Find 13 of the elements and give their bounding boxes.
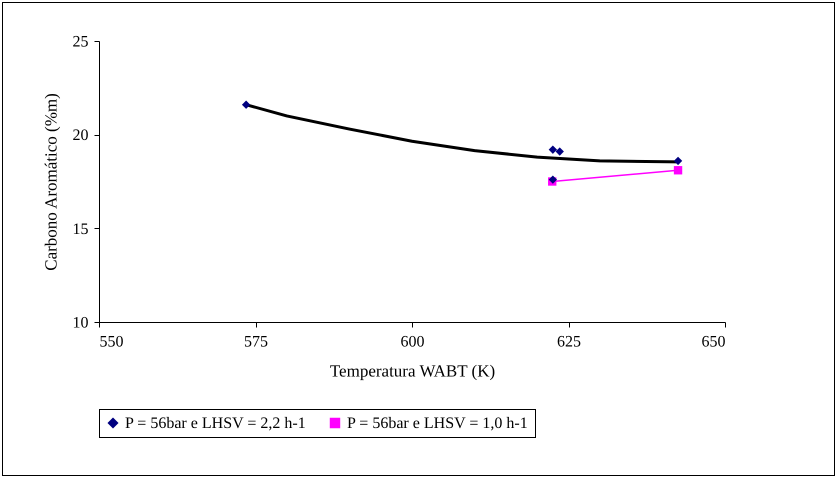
- legend-label: P = 56bar e LHSV = 1,0 h-1: [347, 415, 528, 432]
- x-tick-label: 575: [244, 334, 268, 350]
- x-tick-label: 600: [400, 334, 424, 350]
- x-tick-label: 625: [557, 334, 581, 350]
- x-tick-label: 650: [702, 334, 726, 350]
- y-axis-title: Carbono Aromático (%m): [42, 93, 60, 271]
- y-tick-label: 10: [72, 314, 88, 332]
- y-tick-label: 25: [72, 34, 88, 50]
- y-tick-label: 20: [72, 127, 88, 144]
- legend-label: P = 56bar e LHSV = 2,2 h-1: [125, 415, 306, 432]
- x-tick-label: 550: [100, 334, 124, 350]
- x-axis-title: Temperatura WABT (K): [330, 362, 496, 380]
- y-tick-label: 15: [72, 220, 88, 238]
